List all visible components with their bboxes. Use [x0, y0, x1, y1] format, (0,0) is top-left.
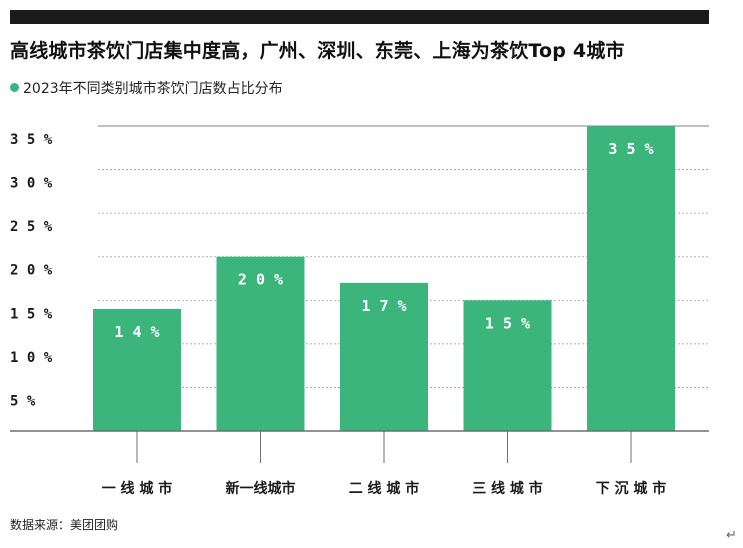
- return-mark-icon: ↵: [726, 528, 737, 543]
- bar: [216, 256, 305, 431]
- x-axis: [10, 430, 709, 463]
- data-label: 3 5 %: [608, 140, 653, 158]
- bars: [93, 126, 675, 431]
- data-label: 1 5 %: [485, 314, 530, 332]
- labels: 5 % 1 0 % 1 5 % 2 0 % 2 5 % 3 0 % 3 5 % 1 4 % 一 …: [10, 132, 666, 497]
- x-category-label: 一 线 城 市: [102, 480, 173, 497]
- bar: [463, 300, 552, 431]
- y-tick-label: 3 5 %: [10, 132, 53, 148]
- chart-subtitle: 2023年不同类别城市茶饮门店数占比分布: [10, 78, 283, 98]
- y-tick-label: 1 0 %: [10, 350, 53, 366]
- chart-title: 高线城市茶饮门店集中度高，广州、深圳、东莞、上海为茶饮Top 4城市: [10, 40, 625, 62]
- subtitle-text: 2023年不同类别城市茶饮门店数占比分布: [23, 81, 283, 97]
- x-category-label: 新一线城市: [226, 480, 296, 497]
- y-tick-label: 5 %: [10, 393, 36, 409]
- x-category-label: 二 线 城 市: [349, 480, 420, 497]
- bullet-dot-icon: [10, 83, 19, 92]
- top-bar: [10, 10, 709, 24]
- y-tick-label: 2 5 %: [10, 219, 53, 235]
- data-label: 1 4 %: [114, 323, 159, 341]
- x-category-label: 下 沉 城 市: [596, 480, 667, 497]
- y-tick-label: 3 0 %: [10, 176, 53, 192]
- bar: [340, 282, 428, 431]
- bar: [93, 309, 181, 431]
- y-tick-label: 2 0 %: [10, 263, 53, 279]
- data-label: 1 7 %: [361, 297, 406, 315]
- x-category-label: 三 线 城 市: [472, 480, 543, 497]
- y-tick-label: 1 5 %: [10, 306, 53, 322]
- data-label: 2 0 %: [238, 271, 283, 289]
- data-source: 数据来源：美团团购: [10, 518, 119, 532]
- bar: [587, 126, 675, 431]
